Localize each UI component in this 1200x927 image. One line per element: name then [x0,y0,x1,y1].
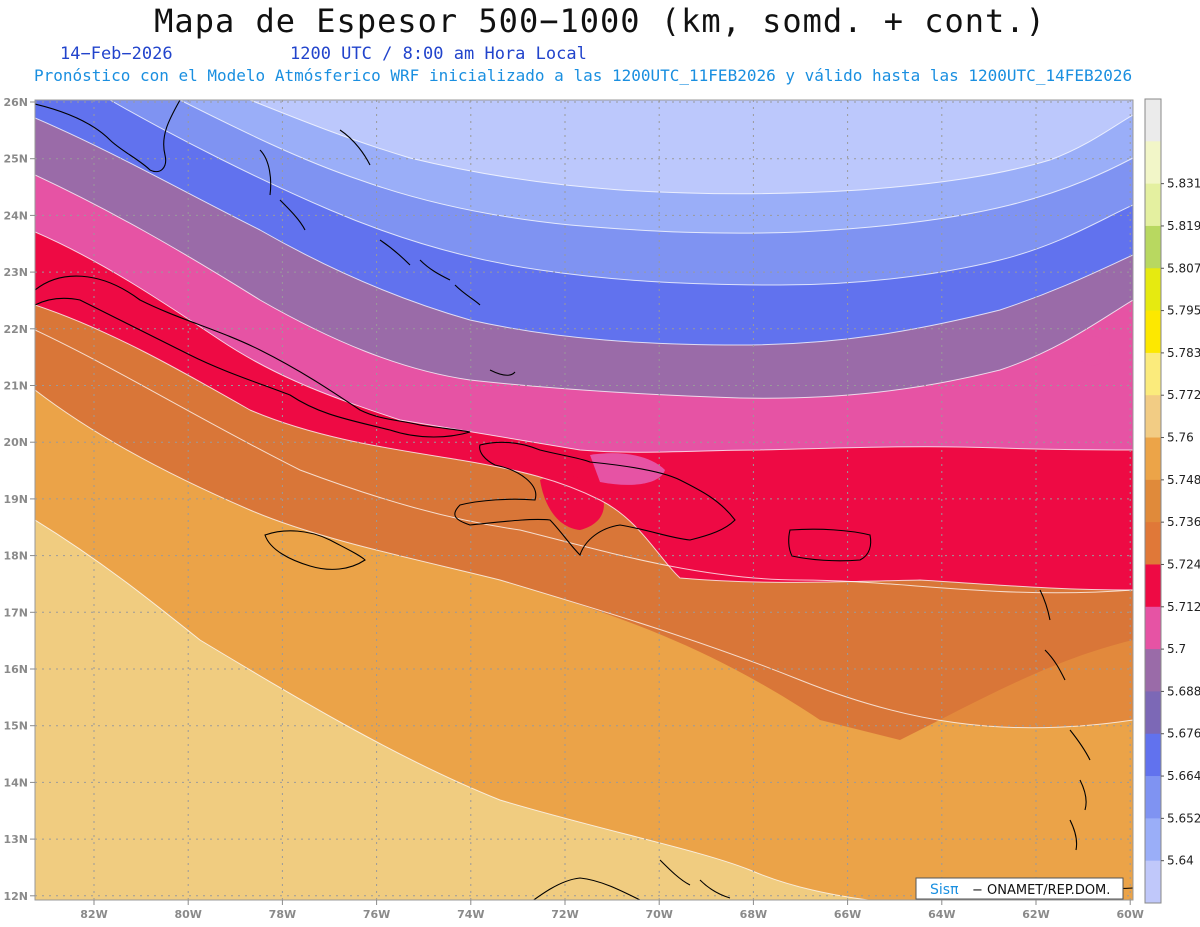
colorbar-label: 5.712 [1167,600,1200,614]
colorbar-label: 5.688 [1167,684,1200,698]
coast-lesser-antilles [1039,589,1091,851]
colorbar-label: 5.783 [1167,346,1200,360]
lon-label: 66W [834,908,861,921]
colorbar-label: 5.807 [1167,261,1200,275]
colorbar-swatch [1145,225,1161,269]
colorbar-swatch [1145,352,1161,396]
colorbar-swatch [1145,733,1161,777]
lon-label: 72W [551,908,578,921]
colorbar-swatch [1145,522,1161,565]
lon-label: 76W [363,908,390,921]
colorbar-label: 5.831 [1167,177,1200,191]
lon-label: 62W [1022,908,1049,921]
colorbar-swatch [1145,268,1161,312]
lat-label: 19N [3,493,28,506]
lon-label: 60W [1116,908,1143,921]
colorbar-swatch [1145,606,1161,650]
colorbar-swatch [1145,649,1161,692]
colorbar-label: 5.76 [1167,431,1194,445]
credit-brand: Sisπ [930,882,959,898]
colorbar-swatch [1145,395,1161,439]
forecast-time: 1200 UTC / 8:00 am Hora Local [290,44,587,64]
colorbar-swatch [1145,437,1161,481]
band-5688-patch-2 [1070,336,1110,366]
colorbar-swatch [1145,183,1161,227]
coast-puerto-rico [788,528,872,562]
lat-label: 14N [3,776,28,789]
colorbar-label: 5.772 [1167,388,1200,402]
lat-label: 17N [3,606,28,619]
map-title: Mapa de Espesor 500−1000 (km, somd. + co… [154,2,1046,40]
contour-lines [35,100,1133,900]
colorbar-label: 5.664 [1167,769,1200,783]
colorbar-label: 5.64 [1167,854,1194,868]
lat-label: 18N [3,550,28,563]
band-5736 [35,390,1133,900]
band-5676 [35,118,1133,399]
lat-label: 26N [3,96,28,109]
band-5700 [35,232,1133,590]
thickness-bands [35,100,1133,900]
colorbar-label: 5.819 [1167,219,1200,233]
lat-label: 24N [3,209,28,222]
coast-florida [35,100,181,173]
colorbar-label: 5.7 [1167,642,1186,656]
lon-label: 64W [928,908,955,921]
lat-lon-grid [35,100,1133,900]
lon-label: 78W [269,908,296,921]
colorbar: 5.831 5.819 5.807 5.795 5.783 5.772 5.76 5.748 5… [1144,98,1200,904]
band-5688 [35,175,1133,453]
colorbar-label: 5.652 [1167,811,1200,825]
lat-label: 22N [3,323,28,336]
thickness-map: 26N 25N 24N 23N 22N 21N 20N 19N 18N 17N 16N 15N 14N 1… [3,96,1200,921]
lat-label: 21N [3,380,28,393]
colorbar-swatch [1145,860,1161,904]
colorbar-label: 5.736 [1167,515,1200,529]
band-5688-patch [590,453,665,485]
forecast-date: 14−Feb−2026 [60,44,173,64]
lat-label: 23N [3,266,28,279]
coast-jamaica [264,530,366,570]
coastlines [35,100,1133,900]
colorbar-label: 5.676 [1167,727,1200,741]
colorbar-frame [1144,98,1162,904]
colorbar-swatch [1145,564,1161,608]
colorbar-label: 5.795 [1167,304,1200,318]
colorbar-swatch [1145,141,1161,185]
coast-bahamas [259,129,516,376]
model-info: Pronóstico con el Modelo Atmósferico WRF… [34,66,1133,85]
coast-cuba [35,275,471,438]
colorbar-swatch [1145,479,1161,523]
colorbar-swatch [1145,310,1161,354]
lon-label: 82W [80,908,107,921]
band-5652 [110,100,1133,285]
coast-south-america [532,859,1133,900]
colorbar-label: 5.748 [1167,473,1200,487]
lat-label: 12N [3,890,28,903]
coast-hispaniola [454,441,736,557]
lat-label: 15N [3,720,28,733]
lon-label: 80W [174,908,201,921]
lon-label: 70W [645,908,672,921]
lat-label: 20N [3,436,28,449]
credit-box: Sisπ − ONAMET/REP.DOM. [915,877,1124,900]
colorbar-swatch [1145,818,1161,862]
credit-text: − ONAMET/REP.DOM. [972,883,1110,898]
lon-label: 74W [457,908,484,921]
lat-label: 16N [3,663,28,676]
colorbar-swatch [1145,691,1161,735]
lon-label: 68W [740,908,767,921]
axis-labels: 26N 25N 24N 23N 22N 21N 20N 19N 18N 17N 16N 15N 14N 1… [3,96,1143,921]
colorbar-label: 5.724 [1167,557,1200,571]
colorbar-swatch [1145,99,1161,142]
colorbar-swatch [1145,776,1161,819]
lat-label: 25N [3,153,28,166]
band-5664 [35,100,1133,345]
band-5748 [35,520,1133,900]
band-5700-patch [540,474,604,530]
lat-label: 13N [3,833,28,846]
band-5640 [180,100,1133,234]
